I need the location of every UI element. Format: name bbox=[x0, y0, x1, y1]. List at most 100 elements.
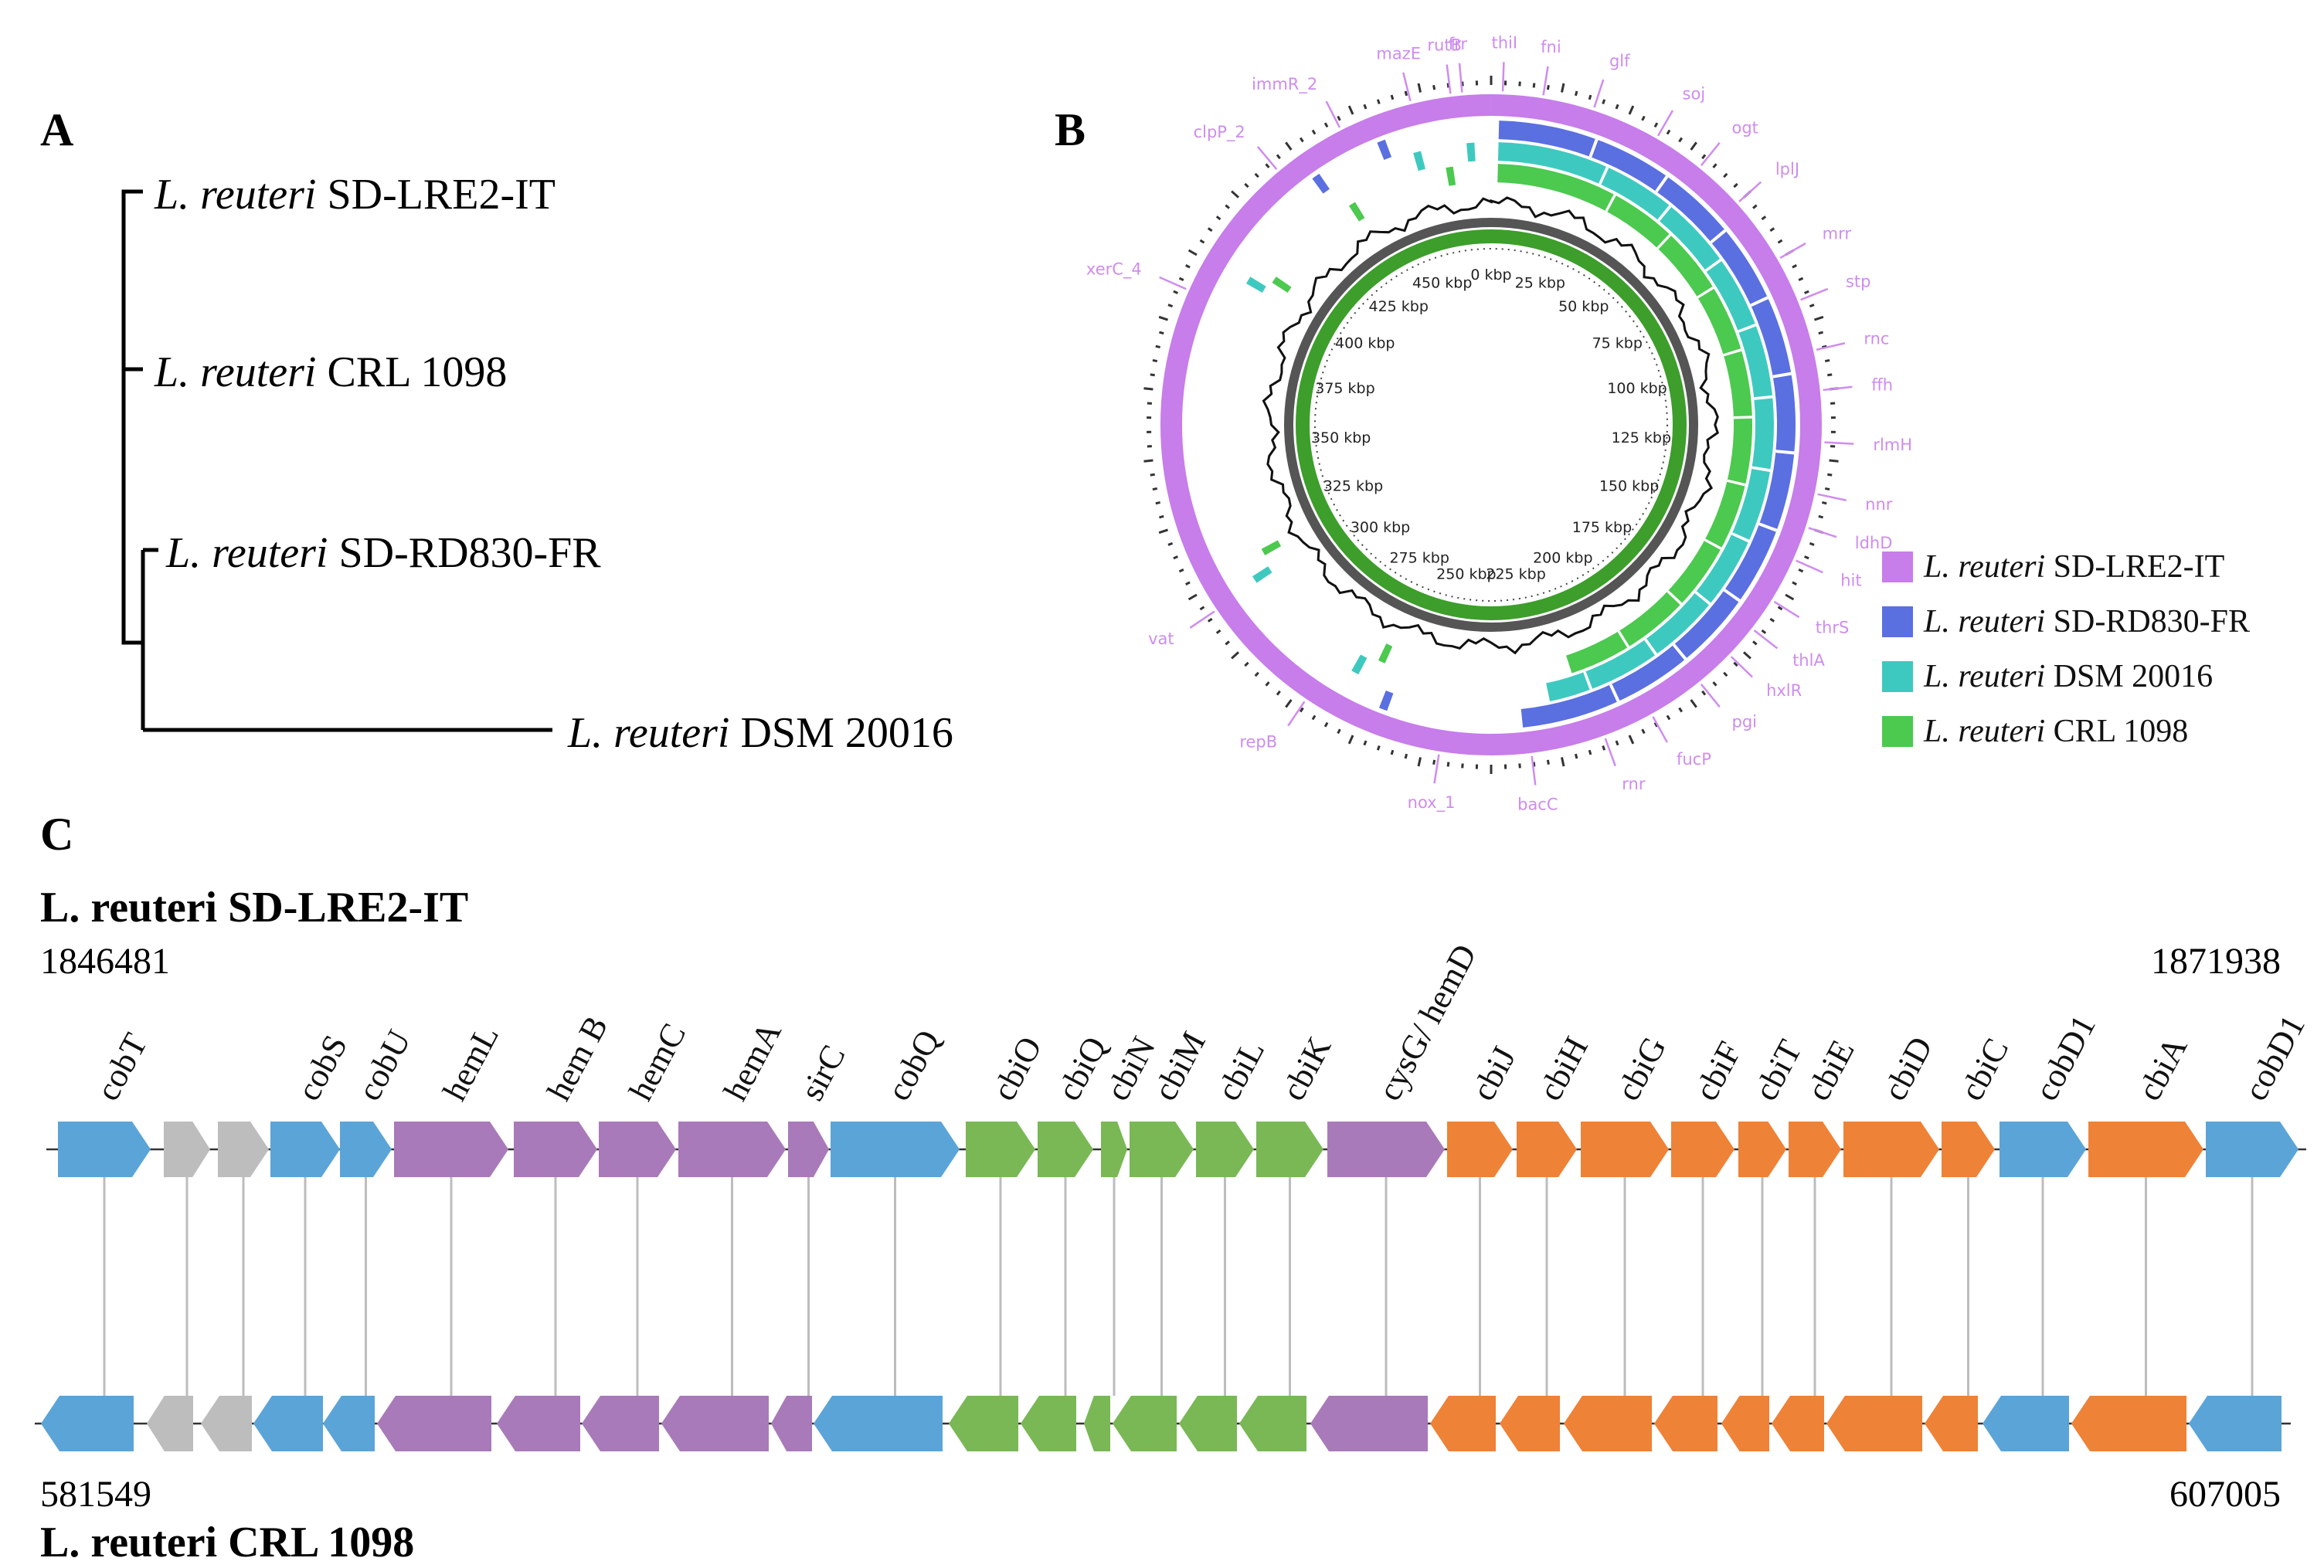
legend-label: L. reuteri CRL 1098 bbox=[1923, 714, 2188, 749]
legend-label: L. reuteri DSM 20016 bbox=[1923, 659, 2213, 694]
outer-tick bbox=[1225, 640, 1230, 646]
outer-tick bbox=[1752, 204, 1758, 209]
scale-label: 150 kbp bbox=[1599, 477, 1659, 494]
gene-label-leader bbox=[1808, 527, 1837, 538]
ring-hit bbox=[1351, 654, 1368, 675]
gene-arrow-forward bbox=[1789, 1122, 1841, 1177]
gene-label-leader bbox=[1700, 683, 1721, 708]
gene-arrow-forward bbox=[1447, 1122, 1513, 1177]
tree-leaf: L. reuteri SD-RD830-FR bbox=[165, 529, 601, 577]
outer-tick bbox=[1173, 555, 1178, 560]
outer-tick bbox=[1824, 487, 1830, 491]
legend-label: L. reuteri SD-RD830-FR bbox=[1923, 604, 2250, 640]
gene-label-leader bbox=[1446, 64, 1452, 94]
ring-gap bbox=[1750, 296, 1768, 307]
gene-label: glf bbox=[1609, 52, 1630, 70]
gene-label-leader bbox=[1593, 79, 1605, 108]
gene-arrow-forward bbox=[1101, 1122, 1127, 1177]
outer-tick bbox=[1363, 740, 1368, 746]
gene-name-label: cbiH bbox=[1531, 1030, 1595, 1107]
gene-arrow-reverse bbox=[1721, 1396, 1769, 1451]
outer-tick bbox=[1265, 681, 1270, 687]
gene-arrow-forward bbox=[1843, 1122, 1939, 1177]
gene-label-leader bbox=[1402, 72, 1412, 102]
scale-label: 400 kbp bbox=[1335, 334, 1395, 351]
gene-name-label: hemL bbox=[436, 1019, 506, 1107]
outer-tick bbox=[1733, 661, 1738, 667]
gene-arrow-reverse bbox=[41, 1396, 134, 1451]
gene-label: fucP bbox=[1677, 750, 1711, 769]
outer-tick bbox=[1752, 640, 1758, 646]
outer-tick bbox=[1167, 541, 1174, 546]
gene-arrow-forward bbox=[788, 1122, 829, 1177]
gene-arrow-reverse bbox=[2071, 1396, 2186, 1451]
gene-label-leader bbox=[1823, 385, 1853, 392]
gene-label-leader bbox=[1159, 276, 1187, 290]
ring-gap bbox=[1731, 532, 1750, 543]
outer-tick bbox=[1158, 528, 1168, 535]
inner-dotted-ring bbox=[1314, 248, 1668, 602]
gene-label-leader bbox=[1824, 441, 1854, 445]
bottom-genome-title: L. reuteri CRL 1098 bbox=[40, 1519, 414, 1566]
outer-tick bbox=[1347, 105, 1354, 115]
gene-arrow-forward bbox=[1942, 1122, 1995, 1177]
outer-tick bbox=[1285, 699, 1293, 708]
outer-tick bbox=[1265, 163, 1270, 168]
outer-tick bbox=[1827, 473, 1833, 477]
outer-tick bbox=[1404, 90, 1408, 97]
outer-tick bbox=[1404, 753, 1408, 759]
gene-arrow-forward bbox=[1196, 1122, 1254, 1177]
ring-gap bbox=[1655, 175, 1669, 193]
outer-tick bbox=[1185, 264, 1191, 269]
outer-tick bbox=[1158, 315, 1168, 321]
gene-label-leader bbox=[1325, 100, 1340, 128]
outer-tick bbox=[1678, 137, 1684, 143]
ring-hit bbox=[1261, 540, 1282, 555]
top-start-coordinate: 1846481 bbox=[40, 941, 170, 982]
gene-name-label: cbiG bbox=[1609, 1030, 1673, 1107]
legend-swatch bbox=[1882, 606, 1913, 637]
gene-name-label: cobD1 bbox=[2237, 1009, 2312, 1107]
gene-name-label: cobQ bbox=[879, 1023, 947, 1106]
outer-tick bbox=[1276, 154, 1281, 160]
gene-label-leader bbox=[1531, 755, 1537, 786]
scale-label: 350 kbp bbox=[1311, 429, 1371, 446]
gene-arrow-reverse bbox=[2189, 1396, 2282, 1451]
outer-tick bbox=[1276, 690, 1281, 696]
outer-tick bbox=[1446, 762, 1450, 767]
gene-name-label: cbiC bbox=[1952, 1032, 2016, 1106]
gene-arrow-forward bbox=[2206, 1122, 2299, 1177]
map-legend: L. reuteri SD-LRE2-IT L. reuteri SD-RD830… bbox=[1882, 549, 2250, 749]
outer-tick bbox=[1417, 83, 1422, 93]
outer-tick bbox=[1390, 749, 1395, 755]
ring-gap bbox=[1704, 258, 1722, 272]
gene-arrow-reverse bbox=[1113, 1396, 1177, 1451]
outer-tick bbox=[1254, 172, 1259, 178]
outer-tick bbox=[1777, 606, 1783, 611]
outer-tick bbox=[1432, 84, 1436, 90]
outer-tick bbox=[1207, 617, 1213, 623]
outer-tick bbox=[1231, 190, 1240, 199]
gene-arrow-reverse bbox=[377, 1396, 491, 1451]
gene-label: mazE bbox=[1376, 45, 1421, 63]
tree-leaf: L. reuteri DSM 20016 bbox=[567, 709, 953, 757]
scale-label: 200 kbp bbox=[1533, 549, 1592, 566]
gene-label: ldhD bbox=[1855, 534, 1893, 552]
gene-arrow-reverse bbox=[1084, 1396, 1110, 1451]
gene-arrow-reverse bbox=[771, 1396, 812, 1451]
gene-label: immR_2 bbox=[1252, 75, 1317, 94]
ring-hit bbox=[1272, 277, 1292, 293]
gene-arrow-reverse bbox=[323, 1396, 375, 1451]
gene-name-label: sirC bbox=[793, 1039, 853, 1107]
scale-label: 50 kbp bbox=[1558, 298, 1609, 315]
gene-arrow-forward bbox=[1130, 1122, 1194, 1177]
outer-tick bbox=[1824, 358, 1830, 363]
outer-tick bbox=[1417, 757, 1422, 767]
outer-tick bbox=[1311, 129, 1317, 135]
outer-tick bbox=[1588, 94, 1592, 100]
gene-arrow-reverse bbox=[1983, 1396, 2069, 1451]
outer-tick bbox=[1804, 290, 1809, 294]
gene-label: thrS bbox=[1816, 618, 1850, 636]
outer-tick bbox=[1347, 735, 1354, 745]
outer-tick bbox=[1723, 671, 1728, 677]
